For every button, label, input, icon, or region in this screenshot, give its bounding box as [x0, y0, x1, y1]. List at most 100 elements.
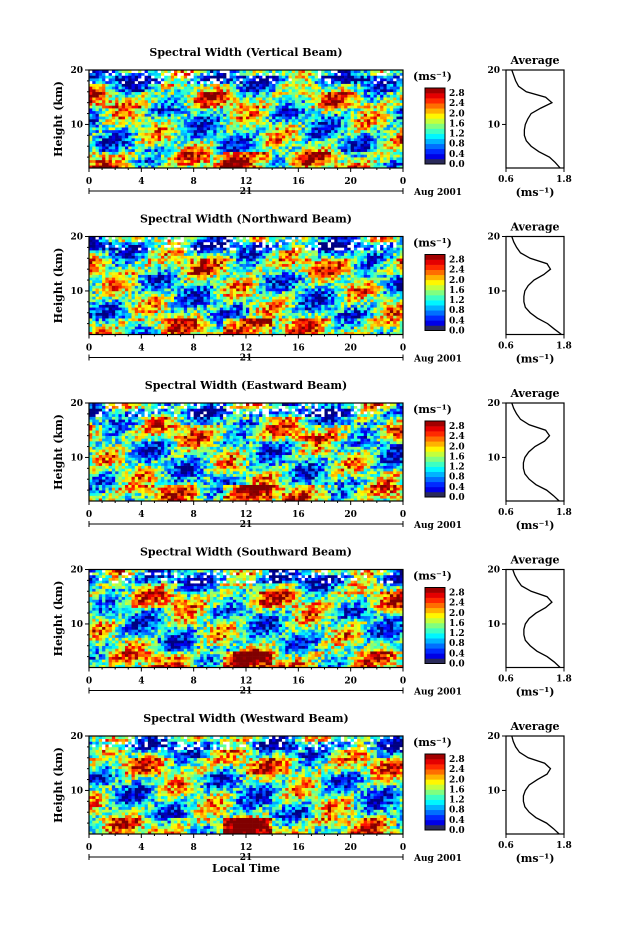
- heatmap-cell: [124, 102, 129, 106]
- heatmap-cell: [291, 138, 296, 142]
- heatmap-cell: [111, 261, 116, 265]
- heatmap-cell: [373, 124, 378, 128]
- heatmap-cell: [367, 129, 371, 133]
- heatmap-cell: [350, 75, 355, 79]
- heatmap-cell: [144, 252, 149, 256]
- heatmap-cell: [164, 271, 168, 275]
- heatmap-cell: [92, 91, 96, 95]
- heatmap-cell: [92, 299, 96, 303]
- heatmap-cell: [259, 124, 263, 128]
- heatmap-cell: [98, 80, 103, 84]
- heatmap-cell: [219, 159, 224, 163]
- heatmap-cell: [105, 110, 109, 114]
- heatmap-cell: [334, 119, 338, 123]
- heatmap-cell: [324, 89, 329, 93]
- heatmap-cell: [288, 91, 293, 95]
- heatmap-cell: [141, 271, 145, 275]
- heatmap-cell: [340, 70, 345, 74]
- heatmap-cell: [147, 261, 152, 265]
- heatmap-cell: [147, 89, 152, 93]
- heatmap-cell: [216, 331, 221, 335]
- heatmap-cell: [380, 135, 384, 139]
- heatmap-cell: [134, 323, 139, 327]
- heatmap-cell: [308, 138, 312, 142]
- heatmap-cell: [157, 288, 162, 292]
- heatmap-cell: [183, 80, 188, 84]
- heatmap-cell: [115, 72, 119, 76]
- heatmap-cell: [321, 110, 325, 114]
- heatmap-cell: [177, 119, 181, 123]
- heatmap-cell: [118, 91, 123, 95]
- heatmap-cell: [128, 247, 132, 251]
- heatmap-cell: [311, 140, 315, 144]
- heatmap-cell: [373, 102, 378, 106]
- heatmap-cell: [102, 94, 106, 98]
- heatmap-cell: [206, 108, 211, 112]
- heatmap-cell: [196, 124, 201, 128]
- heatmap-cell: [321, 140, 325, 144]
- heatmap-cell: [170, 282, 175, 286]
- heatmap-cell: [167, 83, 172, 87]
- heatmap-cell: [177, 236, 181, 240]
- heatmap-cell: [275, 154, 280, 158]
- heatmap-cell: [167, 86, 172, 90]
- heatmap-cell: [357, 108, 361, 112]
- heatmap-cell: [370, 124, 374, 128]
- heatmap-cell: [164, 261, 168, 265]
- heatmap-cell: [206, 329, 211, 333]
- heatmap-cell: [154, 269, 158, 273]
- heatmap-cell: [373, 72, 378, 76]
- heatmap-cell: [131, 127, 136, 131]
- heatmap-cell: [92, 288, 96, 292]
- heatmap-cell: [134, 329, 139, 333]
- heatmap-cell: [275, 151, 280, 155]
- heatmap-cell: [350, 165, 355, 169]
- heatmap-cell: [200, 97, 204, 101]
- heatmap-cell: [111, 331, 116, 335]
- heatmap-cell: [262, 119, 266, 123]
- heatmap-cell: [95, 129, 100, 133]
- heatmap-cell: [151, 247, 155, 251]
- heatmap-cell: [324, 138, 329, 142]
- heatmap-cell: [236, 80, 240, 84]
- heatmap-cell: [389, 99, 394, 103]
- heatmap-cell: [174, 326, 178, 330]
- heatmap-cell: [193, 274, 198, 278]
- heatmap-cell: [210, 110, 214, 114]
- heatmap-cell: [334, 127, 338, 131]
- heatmap-cell: [295, 83, 299, 87]
- heatmap-cell: [311, 119, 315, 123]
- heatmap-cell: [203, 290, 208, 294]
- heatmap-cell: [170, 307, 175, 311]
- heatmap-cell: [288, 127, 293, 131]
- heatmap-cell: [170, 285, 175, 289]
- heatmap-cell: [206, 165, 211, 169]
- heatmap-cell: [121, 326, 126, 330]
- heatmap-cell: [249, 162, 253, 166]
- heatmap-cell: [226, 113, 230, 117]
- heatmap-cell: [111, 86, 116, 90]
- heatmap-cell: [317, 108, 322, 112]
- heatmap-cell: [249, 127, 253, 131]
- heatmap-cell: [180, 258, 185, 262]
- heatmap-cell: [295, 162, 299, 166]
- heatmap-cell: [219, 146, 224, 150]
- heatmap-cell: [128, 116, 132, 120]
- heatmap-cell: [154, 318, 158, 322]
- heatmap-cell: [89, 239, 93, 243]
- heatmap-cell: [170, 140, 175, 144]
- heatmap-cell: [317, 78, 322, 82]
- heatmap-cell: [334, 151, 338, 155]
- heatmap-cell: [141, 307, 145, 311]
- heatmap-cell: [301, 154, 306, 158]
- heatmap-cell: [92, 255, 96, 259]
- heatmap-cell: [380, 99, 384, 103]
- heatmap-cell: [121, 121, 126, 125]
- heatmap-cell: [210, 129, 214, 133]
- heatmap-cell: [239, 148, 244, 152]
- heatmap-cell: [278, 124, 283, 128]
- heatmap-cell: [118, 250, 123, 254]
- heatmap-cell: [102, 91, 106, 95]
- heatmap-cell: [164, 258, 168, 262]
- heatmap-cell: [105, 277, 109, 281]
